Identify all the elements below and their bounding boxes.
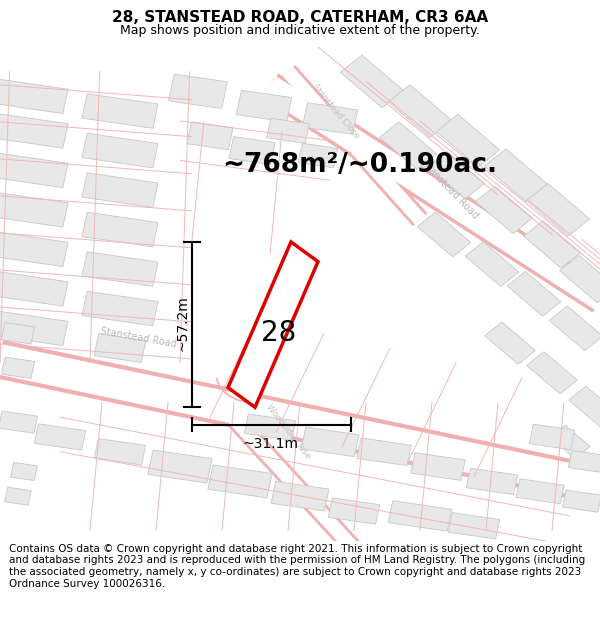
Polygon shape — [340, 55, 404, 108]
Text: Map shows position and indicative extent of the property.: Map shows position and indicative extent… — [120, 24, 480, 36]
Polygon shape — [148, 450, 212, 483]
Text: 28, STANSTEAD ROAD, CATERHAM, CR3 6AA: 28, STANSTEAD ROAD, CATERHAM, CR3 6AA — [112, 10, 488, 25]
Polygon shape — [549, 306, 600, 351]
Polygon shape — [228, 242, 318, 408]
Polygon shape — [0, 192, 68, 227]
Polygon shape — [527, 352, 577, 394]
Polygon shape — [562, 490, 600, 512]
Polygon shape — [267, 118, 309, 143]
Polygon shape — [388, 501, 452, 531]
Polygon shape — [568, 451, 600, 472]
Polygon shape — [0, 153, 68, 188]
Polygon shape — [417, 213, 471, 257]
Text: Woodside Close: Woodside Close — [264, 403, 312, 461]
Polygon shape — [0, 79, 68, 114]
Polygon shape — [34, 424, 86, 450]
Polygon shape — [328, 498, 380, 524]
Polygon shape — [485, 322, 535, 364]
Polygon shape — [0, 411, 38, 433]
Polygon shape — [516, 479, 564, 504]
Text: ~57.2m: ~57.2m — [176, 296, 190, 351]
Polygon shape — [410, 452, 466, 481]
Polygon shape — [1, 322, 35, 344]
Polygon shape — [524, 221, 580, 268]
Polygon shape — [380, 122, 436, 169]
Polygon shape — [569, 386, 600, 428]
Text: Stanstead Road: Stanstead Road — [99, 327, 177, 350]
Polygon shape — [82, 252, 158, 286]
Polygon shape — [448, 512, 500, 539]
Polygon shape — [82, 133, 158, 168]
Polygon shape — [388, 85, 452, 138]
Polygon shape — [436, 114, 500, 167]
Polygon shape — [187, 122, 233, 150]
Text: Stanstead Road: Stanstead Road — [419, 159, 481, 221]
Polygon shape — [301, 427, 359, 457]
Polygon shape — [529, 424, 575, 449]
Polygon shape — [0, 271, 68, 306]
Polygon shape — [550, 425, 590, 459]
Polygon shape — [428, 151, 484, 199]
Polygon shape — [94, 439, 146, 465]
Polygon shape — [208, 465, 272, 498]
Polygon shape — [476, 186, 532, 234]
Polygon shape — [169, 74, 227, 109]
Text: Contains OS data © Crown copyright and database right 2021. This information is : Contains OS data © Crown copyright and d… — [9, 544, 585, 589]
Polygon shape — [11, 462, 37, 481]
Text: ~31.1m: ~31.1m — [242, 437, 298, 451]
Text: ~768m²/~0.190ac.: ~768m²/~0.190ac. — [222, 152, 497, 178]
Text: Stanstead Close: Stanstead Close — [311, 82, 361, 140]
Polygon shape — [302, 102, 358, 134]
Text: 28: 28 — [262, 319, 296, 348]
Polygon shape — [298, 143, 338, 168]
Polygon shape — [1, 357, 35, 379]
Polygon shape — [244, 414, 296, 440]
Polygon shape — [82, 213, 158, 247]
Polygon shape — [356, 438, 412, 466]
Polygon shape — [82, 173, 158, 208]
Polygon shape — [526, 184, 590, 236]
Polygon shape — [0, 114, 68, 148]
Polygon shape — [236, 91, 292, 122]
Polygon shape — [507, 271, 561, 316]
Polygon shape — [465, 242, 519, 286]
Polygon shape — [560, 255, 600, 302]
Polygon shape — [5, 487, 31, 505]
Polygon shape — [229, 137, 275, 164]
Polygon shape — [0, 232, 68, 267]
Polygon shape — [82, 94, 158, 128]
Polygon shape — [271, 481, 329, 511]
Polygon shape — [94, 334, 146, 362]
Polygon shape — [82, 291, 158, 326]
Polygon shape — [0, 311, 68, 346]
Polygon shape — [466, 468, 518, 494]
Polygon shape — [484, 149, 548, 202]
